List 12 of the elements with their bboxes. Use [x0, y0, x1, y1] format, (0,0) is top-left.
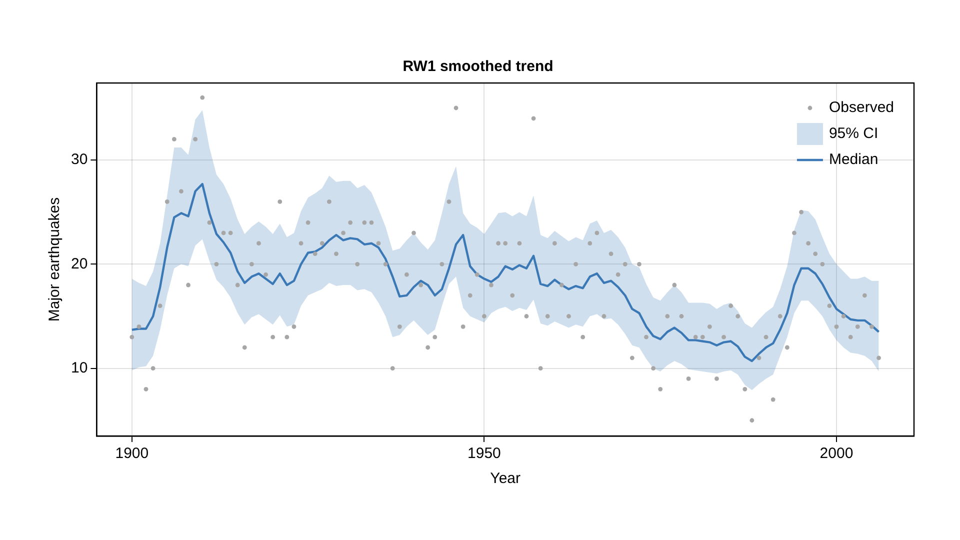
y-tick-label: 10 [70, 359, 88, 376]
y-axis-title: Major earthquakes [46, 197, 64, 322]
x-axis-title: Year [490, 470, 520, 488]
legend-label: Observed [828, 99, 894, 116]
x-tick-label: 2000 [820, 445, 854, 462]
chart-title: RW1 smoothed trend [402, 58, 554, 76]
x-tick-label: 1900 [115, 445, 149, 462]
y-tick-label: 20 [70, 255, 88, 272]
y-tick-label: 30 [70, 151, 88, 168]
annotation: 95% CI [828, 125, 878, 142]
legend-label: Median [828, 151, 878, 168]
x-tick-label: 1950 [468, 445, 501, 462]
